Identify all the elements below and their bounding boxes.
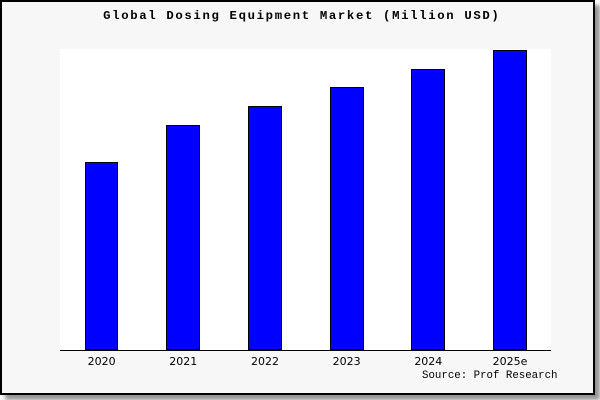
bar-2022 [248,106,282,350]
bar-2024 [411,69,446,350]
x-tick-label-2021: 2021 [169,354,198,368]
source-credit: Source: Prof Research [422,369,558,382]
chart-title: Global Dosing Equipment Market (Million … [103,8,501,23]
bar-2021 [166,125,201,350]
bar-2025e [493,50,527,350]
x-tick-label-2023: 2023 [332,354,361,368]
x-tick-label-2025e: 2025e [492,354,528,368]
x-tick-label-2022: 2022 [250,354,279,368]
x-tick-label-2024: 2024 [414,354,443,368]
bar-2023 [329,87,364,350]
x-tick-label-2020: 2020 [87,354,116,368]
bar-2020 [84,162,119,350]
plot-area [60,49,551,351]
